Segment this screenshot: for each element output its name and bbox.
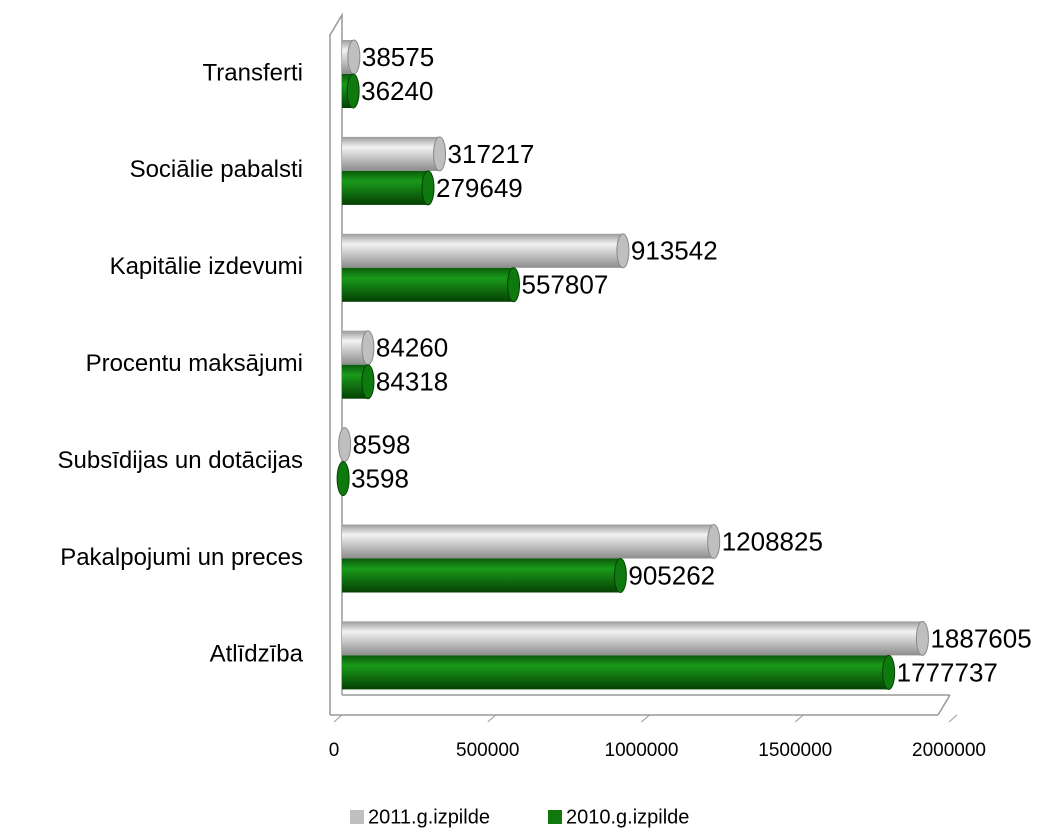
category-label: Transferti <box>203 59 303 86</box>
legend-swatch <box>548 810 562 824</box>
value-label: 8598 <box>353 429 411 459</box>
x-tick-label: 0 <box>329 740 340 761</box>
legend-swatch <box>350 810 364 824</box>
category-label: Pakalpojumi un preces <box>60 544 303 571</box>
legend-label: 2011.g.izpilde <box>368 806 490 828</box>
category-label: Procentu maksājumi <box>86 350 303 377</box>
category-label: Kapitālie izdevumi <box>110 253 303 280</box>
bar <box>342 524 714 559</box>
bar-cap <box>361 364 375 400</box>
category-label: Sociālie pabalsti <box>130 156 303 183</box>
bar-cap <box>421 170 435 206</box>
x-tick <box>948 714 958 723</box>
value-label: 36240 <box>361 76 433 106</box>
legend-label: 2010.g.izpilde <box>566 806 689 828</box>
bar <box>342 558 621 593</box>
value-label: 913542 <box>631 236 718 266</box>
x-tick <box>794 714 804 723</box>
x-tick-label: 2000000 <box>912 740 986 761</box>
x-tick-label: 500000 <box>456 740 519 761</box>
bar-cap <box>882 654 896 690</box>
value-label: 38575 <box>362 42 434 72</box>
x-tick-label: 1000000 <box>605 740 679 761</box>
value-label: 1208825 <box>722 526 823 556</box>
bar <box>342 267 514 302</box>
bar <box>342 170 428 205</box>
bar-cap <box>346 73 360 109</box>
bar-cap <box>707 524 721 559</box>
bar-cap <box>347 39 361 75</box>
value-label: 84260 <box>376 333 448 363</box>
bar-cap <box>361 330 375 366</box>
value-label: 279649 <box>436 173 523 203</box>
value-label: 84318 <box>376 367 448 397</box>
value-label: 905262 <box>628 560 715 590</box>
bar <box>342 233 623 268</box>
value-label: 1777737 <box>897 657 998 687</box>
value-label: 1887605 <box>930 623 1031 653</box>
bar-cap <box>616 233 630 269</box>
bar-cap <box>915 620 929 656</box>
x-tick <box>487 714 497 723</box>
axis-frame <box>329 12 951 716</box>
bar <box>342 621 923 656</box>
bar-cap <box>336 461 350 497</box>
bar <box>342 136 440 171</box>
value-label: 3598 <box>351 463 409 493</box>
value-label: 557807 <box>522 270 609 300</box>
bar <box>342 655 889 690</box>
category-label: Subsīdijas un dotācijas <box>58 447 303 474</box>
category-label: Atlīdzība <box>210 641 304 668</box>
bar-cap <box>613 558 627 593</box>
bar-cap <box>338 427 352 463</box>
bar-cap <box>507 267 521 303</box>
bar-cap <box>433 136 447 172</box>
value-label: 317217 <box>448 139 535 169</box>
x-tick <box>333 714 343 723</box>
x-tick <box>641 714 650 723</box>
x-tick-label: 1500000 <box>758 740 832 761</box>
